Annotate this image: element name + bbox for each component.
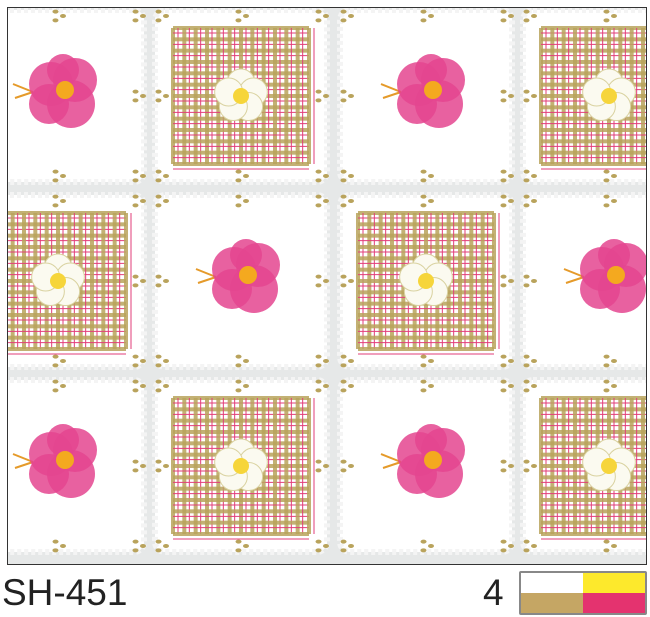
pattern-tile xyxy=(337,192,515,370)
pattern-tile xyxy=(520,377,646,555)
pattern-tile xyxy=(152,377,330,555)
pattern-tile xyxy=(337,8,515,185)
pattern-tile xyxy=(337,377,515,555)
pattern-svg xyxy=(8,8,646,555)
design-code: SH-451 xyxy=(2,572,128,613)
color-chip xyxy=(583,593,645,613)
fabric-pattern xyxy=(7,7,647,565)
pattern-tile xyxy=(8,8,147,185)
pattern-tile xyxy=(520,192,646,370)
color-chip xyxy=(521,573,583,593)
color-swatch xyxy=(519,571,647,615)
pattern-tile xyxy=(152,8,330,185)
color-count: 4 xyxy=(483,572,504,613)
pattern-tile xyxy=(8,377,147,555)
color-chip xyxy=(583,573,645,593)
pattern-tile xyxy=(520,8,646,185)
color-chip xyxy=(521,593,583,613)
pattern-tile xyxy=(8,192,147,370)
pattern-tile xyxy=(152,192,330,370)
